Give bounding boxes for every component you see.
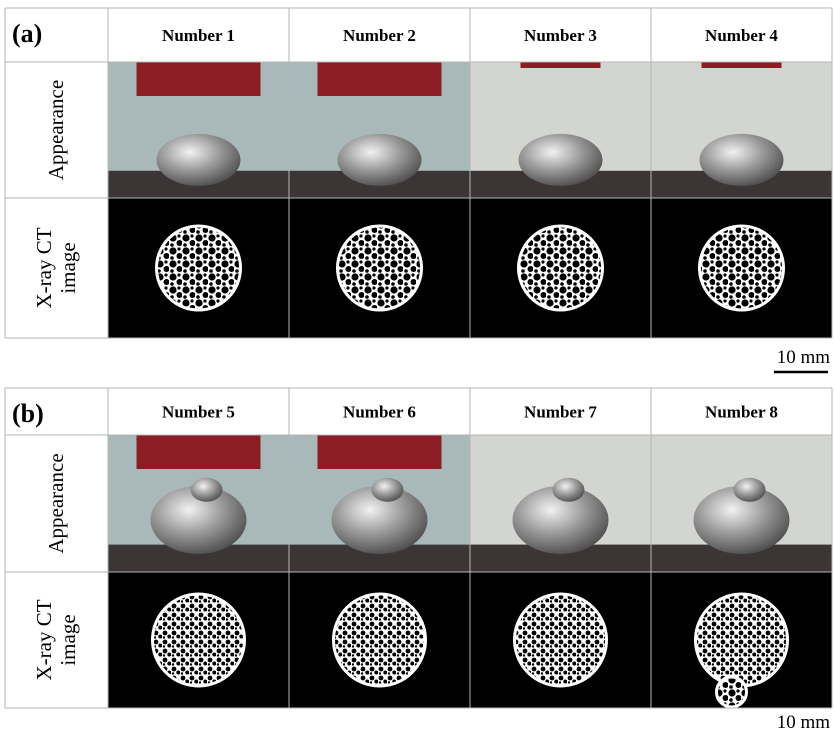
row-label-line: X-ray CT bbox=[32, 599, 56, 680]
press-plate bbox=[318, 62, 442, 96]
column-header: Number 5 bbox=[162, 403, 235, 422]
panel-label: (a) bbox=[12, 19, 42, 48]
ct-section bbox=[519, 226, 603, 310]
ct-section bbox=[334, 594, 426, 686]
sample bbox=[157, 134, 241, 186]
figure: (a) Number 1 Number 2 Number 3 Number 4 Appea… bbox=[0, 0, 835, 737]
row-label-line: X-ray CT bbox=[32, 227, 56, 308]
sample-top bbox=[191, 478, 223, 502]
sample bbox=[700, 134, 784, 186]
ct-section bbox=[153, 594, 245, 686]
column-header: Number 2 bbox=[343, 26, 416, 45]
press-plate bbox=[137, 435, 261, 469]
row-label: X-ray CTimage bbox=[32, 227, 80, 308]
sample bbox=[519, 134, 603, 186]
press-plate bbox=[521, 62, 601, 68]
row-label: Appearance bbox=[44, 453, 68, 553]
press-plate bbox=[702, 62, 782, 68]
panel-label: (b) bbox=[12, 399, 44, 428]
press-plate bbox=[137, 62, 261, 96]
scale-bar-label: 10 mm bbox=[777, 347, 831, 368]
press-plate bbox=[318, 435, 442, 469]
sample bbox=[338, 134, 422, 186]
column-header: Number 4 bbox=[705, 26, 778, 45]
row-label: Appearance bbox=[44, 80, 68, 180]
row-label: X-ray CTimage bbox=[32, 599, 80, 680]
column-header: Number 7 bbox=[524, 403, 597, 422]
sample-top bbox=[734, 478, 766, 502]
row-label-line: Appearance bbox=[44, 80, 68, 180]
sample-top bbox=[553, 478, 585, 502]
ct-section bbox=[157, 226, 241, 310]
column-header: Number 3 bbox=[524, 26, 597, 45]
ct-section bbox=[515, 594, 607, 686]
ct-section bbox=[700, 226, 784, 310]
row-label-line: image bbox=[56, 242, 80, 293]
ct-section bbox=[696, 594, 788, 686]
column-header: Number 1 bbox=[162, 26, 235, 45]
ct-section-lobe bbox=[717, 677, 747, 707]
scale-bar-label: 10 mm bbox=[777, 712, 831, 733]
sample-top bbox=[372, 478, 404, 502]
column-header: Number 8 bbox=[705, 403, 778, 422]
row-label-line: image bbox=[56, 614, 80, 665]
row-label-line: Appearance bbox=[44, 453, 68, 553]
column-header: Number 6 bbox=[343, 403, 416, 422]
ct-section bbox=[338, 226, 422, 310]
